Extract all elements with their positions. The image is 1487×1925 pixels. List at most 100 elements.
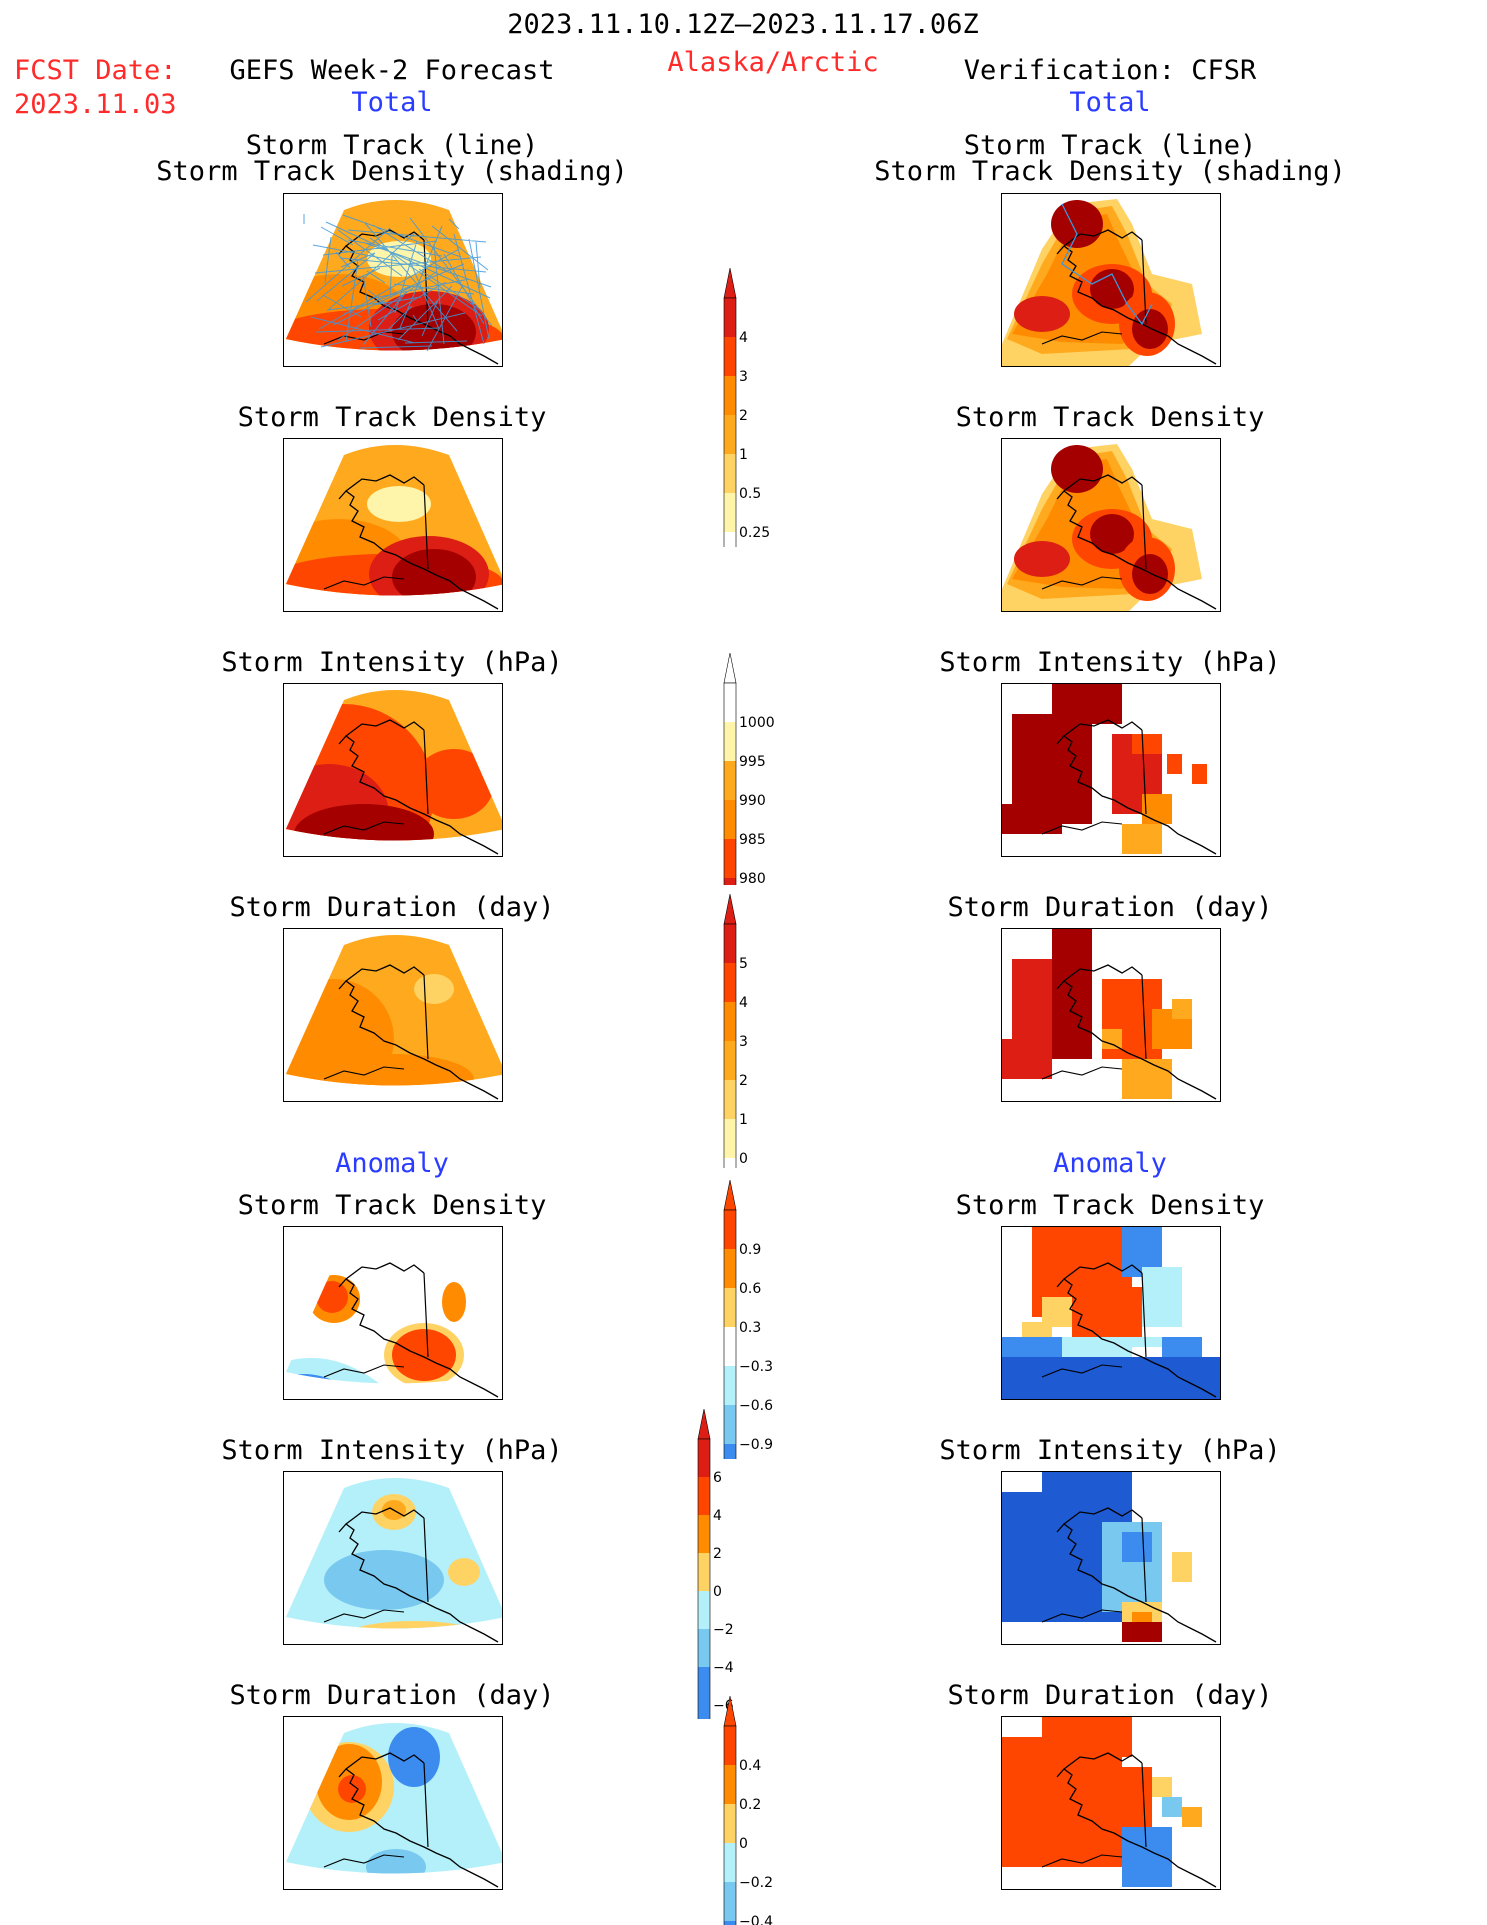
- cfsr-density-layer-8: [1014, 541, 1070, 577]
- left-title-duration-anom: Storm Duration (day): [229, 1680, 555, 1711]
- cb3-label-0: 5: [739, 956, 748, 972]
- gefs-density-anom-layer-2: [316, 1281, 348, 1313]
- colorbar-duration-anom: 0.4 0.2 0 −0.2 −0.4: [723, 1695, 773, 1925]
- cfsr-track-layer-7: [1132, 309, 1168, 349]
- gefs-track-layer-2: [367, 241, 431, 277]
- left-total-label: Total: [351, 87, 433, 118]
- cb5-frame: [697, 1438, 711, 1719]
- cb4-label-3: −0.3: [739, 1359, 773, 1375]
- map-cfsr-duration: [1001, 928, 1221, 1102]
- map-gefs-intensity-anom-svg: [286, 1478, 502, 1643]
- map-cfsr-duration-anom: [1001, 1716, 1221, 1890]
- cb2-label-1: 995: [739, 754, 766, 770]
- gefs-density-anom-field: [286, 1233, 502, 1384]
- cb5-arrow-top: [697, 1408, 711, 1440]
- cb2-seg-5: [724, 878, 736, 885]
- cb1-label-2: 2: [739, 408, 748, 424]
- cfsr-duration-anom-layer-7: [1182, 1807, 1202, 1827]
- map-gefs-duration: [283, 928, 503, 1102]
- cb5-label-3: 0: [713, 1584, 722, 1600]
- cfsr-duration-coastline: [1056, 980, 1217, 1100]
- cb4-label-0: 0.9: [739, 1242, 761, 1258]
- cb5-label-0: 6: [713, 1470, 722, 1486]
- map-gefs-track-svg: [286, 200, 502, 365]
- gefs-intensity-field: [286, 690, 502, 841]
- region-label: Alaska/Arctic: [667, 47, 879, 78]
- cb1-label-3: 1: [739, 447, 748, 463]
- map-gefs-duration-anom-svg: [286, 1723, 502, 1888]
- gefs-intensity-anom-coastline: [338, 1523, 499, 1643]
- cb3-frame: [723, 923, 737, 1168]
- cfsr-density-anom-field: [1002, 1227, 1220, 1399]
- cb1-seg-4: [724, 454, 736, 493]
- cb2-seg-1: [724, 722, 736, 761]
- gefs-density-anom-layer-4: [392, 1329, 456, 1381]
- map-gefs-track: [283, 193, 503, 367]
- left-column-title: GEFS Week-2 Forecast: [229, 55, 555, 86]
- gefs-density-anom-aleutians: [323, 1364, 405, 1378]
- map-gefs-duration-anom: [283, 1716, 503, 1890]
- cb1-seg-2: [724, 376, 736, 415]
- cfsr-density-anom-coastline: [1056, 1278, 1217, 1398]
- cb4-seg-6: [724, 1444, 736, 1459]
- cfsr-track-layer-8: [1014, 296, 1070, 332]
- cfsr-duration-layer-2: [1002, 1039, 1052, 1079]
- left-title-track-line: Storm Track (line): [245, 130, 539, 161]
- cb1-frame: [723, 297, 737, 547]
- left-title-intensity: Storm Intensity (hPa): [221, 647, 563, 678]
- cb2-label-0: 1000: [739, 715, 775, 731]
- cfsr-intensity-anom-field: [1002, 1472, 1192, 1642]
- cb6-seg-3: [724, 1843, 736, 1882]
- cfsr-track-border: [1141, 239, 1147, 325]
- gefs-intensity-north-coast: [345, 719, 425, 737]
- gefs-duration-anom-border: [423, 1762, 429, 1848]
- cb3-label-5: 0: [739, 1151, 748, 1167]
- cb5-label-1: 4: [713, 1508, 722, 1524]
- map-gefs-density-svg: [286, 445, 502, 610]
- gefs-duration-aleutians: [323, 1066, 405, 1080]
- gefs-density-north-coast: [345, 474, 425, 492]
- cfsr-duration-anom-north-coast: [1063, 1752, 1143, 1770]
- right-title-duration-anom: Storm Duration (day): [947, 1680, 1273, 1711]
- cfsr-density-anom-border: [1141, 1272, 1147, 1358]
- cfsr-intensity-layer-10: [1192, 764, 1207, 784]
- cb3-label-1: 4: [739, 995, 748, 1011]
- cfsr-density-anom-north-coast: [1063, 1262, 1143, 1280]
- left-title-track-shading: Storm Track Density (shading): [156, 156, 628, 187]
- gefs-density-anom-north-coast: [345, 1262, 425, 1280]
- gefs-duration-anom-coastline: [338, 1768, 499, 1888]
- cfsr-duration-layer-7: [1102, 1029, 1122, 1049]
- gefs-track-north-coast: [345, 229, 425, 247]
- colorbar-intensity-total: 1000 995 990 985 980: [723, 652, 775, 885]
- cb4-seg-2: [724, 1288, 736, 1327]
- map-gefs-intensity: [283, 683, 503, 857]
- cfsr-density-anom-layer-0: [1002, 1357, 1220, 1399]
- gefs-track-lines: [303, 214, 493, 352]
- fcst-date-value: 2023.11.03: [14, 89, 177, 120]
- gefs-intensity-border: [423, 729, 429, 815]
- cb1-seg-0: [724, 298, 736, 337]
- main-title: 2023.11.10.12Z–2023.11.17.06Z: [507, 9, 979, 40]
- cfsr-density-coastline: [1056, 490, 1217, 610]
- cfsr-duration-layer-6: [1122, 1059, 1172, 1099]
- cfsr-intensity-layer-4: [1002, 804, 1062, 834]
- cb4-arrow-top: [723, 1179, 737, 1211]
- cfsr-density-layer-5: [1090, 514, 1134, 554]
- cfsr-intensity-coastline: [1056, 735, 1217, 855]
- gefs-intensity-anom-layer-4: [448, 1558, 480, 1586]
- cb4-label-2: 0.3: [739, 1320, 761, 1336]
- cb1-seg-3: [724, 415, 736, 454]
- map-gefs-duration-svg: [286, 935, 502, 1100]
- map-gefs-density-anom-svg: [286, 1233, 502, 1398]
- gefs-density-border: [423, 484, 429, 570]
- cfsr-duration-layer-1: [1052, 929, 1092, 1059]
- cb5-seg-0: [698, 1439, 710, 1477]
- cb2-label-4: 980: [739, 871, 766, 885]
- cfsr-intensity-anom-layer-2: [1002, 1582, 1062, 1622]
- gefs-density-field: [286, 445, 502, 596]
- right-column-title: Verification: CFSR: [963, 55, 1257, 86]
- cb2-label-2: 990: [739, 793, 766, 809]
- cfsr-intensity-border: [1141, 729, 1147, 815]
- gefs-duration-coastline: [338, 980, 499, 1100]
- cb5-seg-2: [698, 1515, 710, 1553]
